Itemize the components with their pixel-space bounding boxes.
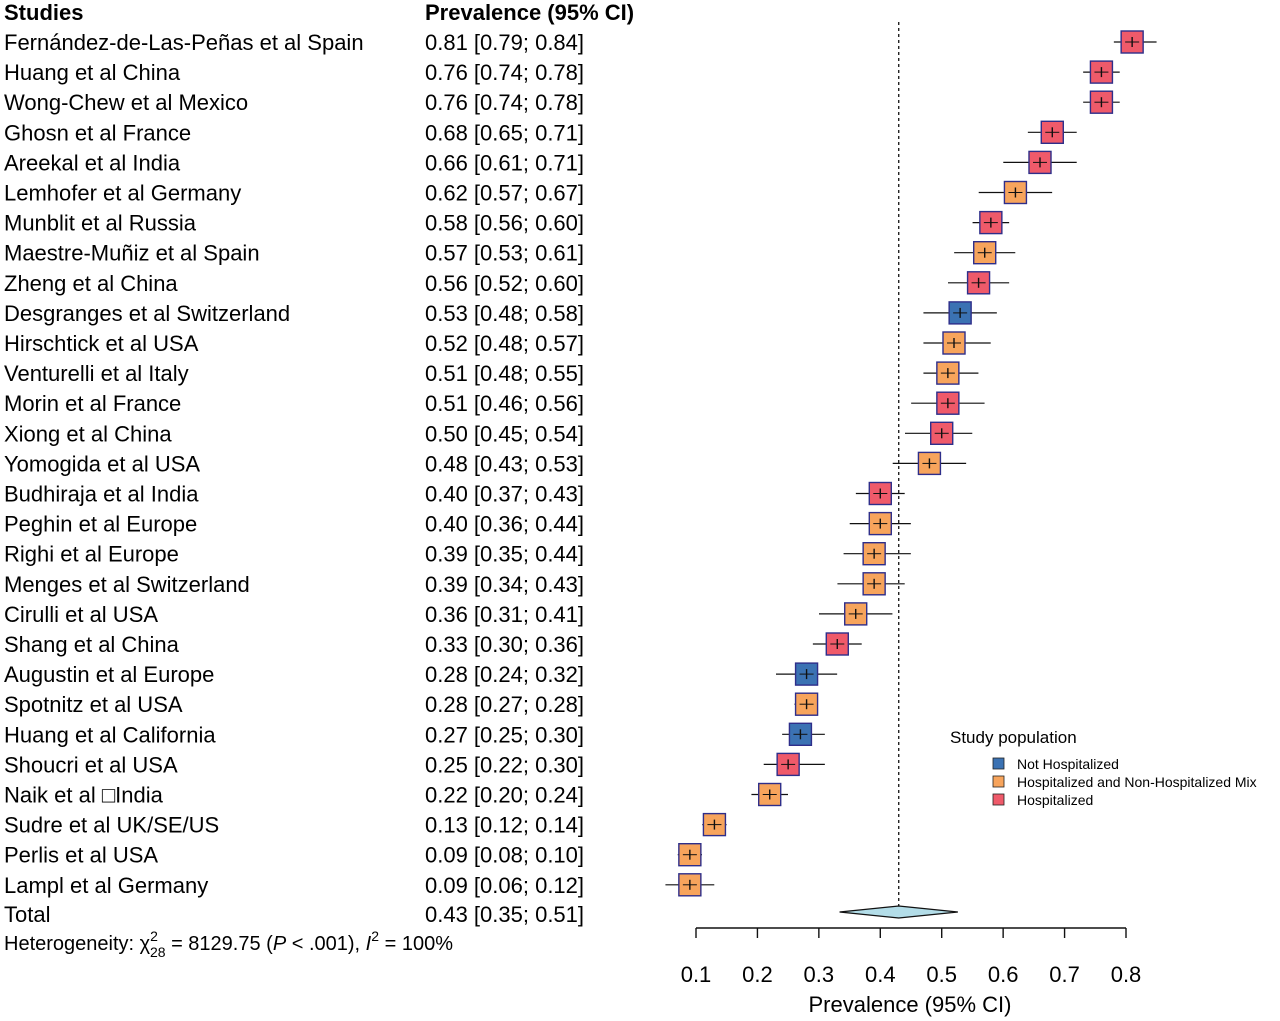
study-estimate-text: 0.81 [0.79; 0.84] xyxy=(425,30,584,55)
study-estimate-text: 0.52 [0.48; 0.57] xyxy=(425,331,584,356)
study-label: Fernández-de-Las-Peñas et al Spain xyxy=(4,30,364,55)
legend: Study population Not Hospitalized Hospita… xyxy=(950,728,1257,808)
study-estimate-text: 0.13 [0.12; 0.14] xyxy=(425,813,584,838)
study-label: Shoucri et al USA xyxy=(4,752,178,777)
x-tick-label: 0.6 xyxy=(988,962,1019,987)
x-tick-label: 0.3 xyxy=(804,962,835,987)
legend-items: Not Hospitalized Hospitalized and Non-Hos… xyxy=(992,756,1257,808)
study-estimate-text: 0.76 [0.74; 0.78] xyxy=(425,60,584,85)
study-estimate-text: 0.48 [0.43; 0.53] xyxy=(425,451,584,476)
study-estimate-text: 0.09 [0.08; 0.10] xyxy=(425,843,584,868)
x-axis: 0.1 0.2 0.3 0.4 0.5 0.6 0.7 0.8 xyxy=(681,927,1142,987)
study-label: Desgranges et al Switzerland xyxy=(4,301,290,326)
x-tick-label: 0.8 xyxy=(1111,962,1142,987)
study-label: Hirschtick et al USA xyxy=(4,331,199,356)
study-label: Maestre-Muñiz et al Spain xyxy=(4,241,260,266)
study-label: Peghin et al Europe xyxy=(4,512,197,537)
total-label: Total xyxy=(4,902,50,927)
x-tick-label: 0.4 xyxy=(865,962,896,987)
study-estimate-text: 0.22 [0.20; 0.24] xyxy=(425,783,584,808)
study-estimate-text: 0.39 [0.35; 0.44] xyxy=(425,542,584,567)
study-estimate-text: 0.51 [0.46; 0.56] xyxy=(425,391,584,416)
study-label: Huang et al China xyxy=(4,60,181,85)
x-tick-label: 0.7 xyxy=(1049,962,1080,987)
study-estimate-text: 0.51 [0.48; 0.55] xyxy=(425,361,584,386)
legend-title: Study population xyxy=(950,728,1077,747)
study-label: Huang et al California xyxy=(4,722,216,747)
study-label: Morin et al France xyxy=(4,391,181,416)
heterogeneity-text: Heterogeneity: χ2 28 = 8129.75 (P < .001)… xyxy=(4,928,453,960)
study-estimate-text: 0.28 [0.24; 0.32] xyxy=(425,662,584,687)
study-label: Perlis et al USA xyxy=(4,843,158,868)
study-label: Zheng et al China xyxy=(4,271,178,296)
study-label: Yomogida et al USA xyxy=(4,451,200,476)
study-estimate-text: 0.27 [0.25; 0.30] xyxy=(425,722,584,747)
study-estimate-text: 0.33 [0.30; 0.36] xyxy=(425,632,584,657)
estimate-column-header: Prevalence (95% CI) xyxy=(425,0,634,25)
study-label: Shang et al China xyxy=(4,632,180,657)
studies-column-header: Studies xyxy=(4,0,83,25)
study-label: Sudre et al UK/SE/US xyxy=(4,813,219,838)
study-label: Cirulli et al USA xyxy=(4,602,158,627)
study-label: Budhiraja et al India xyxy=(4,482,199,507)
plot-area xyxy=(665,22,1157,919)
study-label: Venturelli et al Italy xyxy=(4,361,189,386)
study-label: Menges et al Switzerland xyxy=(4,572,250,597)
study-estimate-text: 0.56 [0.52; 0.60] xyxy=(425,271,584,296)
study-label: Naik et al □India xyxy=(4,783,164,808)
study-label: Xiong et al China xyxy=(4,421,172,446)
study-label: Munblit et al Russia xyxy=(4,211,197,236)
total-diamond xyxy=(839,905,958,919)
study-estimate-text: 0.36 [0.31; 0.41] xyxy=(425,602,584,627)
study-estimate-text: 0.40 [0.36; 0.44] xyxy=(425,512,584,537)
study-estimate-text: 0.62 [0.57; 0.67] xyxy=(425,181,584,206)
study-estimate-text: 0.53 [0.48; 0.58] xyxy=(425,301,584,326)
study-estimate-text: 0.28 [0.27; 0.28] xyxy=(425,692,584,717)
study-estimate-text: 0.68 [0.65; 0.71] xyxy=(425,120,584,145)
study-estimate-text: 0.25 [0.22; 0.30] xyxy=(425,752,584,777)
total-estimate-text: 0.43 [0.35; 0.51] xyxy=(425,902,584,927)
x-tick-label: 0.1 xyxy=(681,962,712,987)
study-estimate-text: 0.58 [0.56; 0.60] xyxy=(425,211,584,236)
study-estimate-text: 0.50 [0.45; 0.54] xyxy=(425,421,584,446)
study-label: Ghosn et al France xyxy=(4,120,191,145)
legend-label: Not Hospitalized xyxy=(1017,756,1119,772)
study-estimate-text: 0.66 [0.61; 0.71] xyxy=(425,150,584,175)
study-estimate-text: 0.39 [0.34; 0.43] xyxy=(425,572,584,597)
study-label: Augustin et al Europe xyxy=(4,662,214,687)
study-estimate-text: 0.40 [0.37; 0.43] xyxy=(425,482,584,507)
legend-label: Hospitalized and Non-Hospitalized Mix xyxy=(1017,774,1257,790)
legend-swatch xyxy=(992,793,1005,806)
legend-swatch xyxy=(992,757,1005,770)
x-tick-label: 0.5 xyxy=(926,962,957,987)
study-label: Lemhofer et al Germany xyxy=(4,181,241,206)
study-label: Spotnitz et al USA xyxy=(4,692,183,717)
legend-swatch xyxy=(992,775,1005,788)
x-tick-label: 0.2 xyxy=(742,962,773,987)
study-estimate-text: 0.76 [0.74; 0.78] xyxy=(425,90,584,115)
study-label: Righi et al Europe xyxy=(4,542,179,567)
study-estimate-text: 0.09 [0.06; 0.12] xyxy=(425,873,584,898)
legend-label: Hospitalized xyxy=(1017,792,1093,808)
study-label: Areekal et al India xyxy=(4,150,181,175)
x-axis-label: Prevalence (95% CI) xyxy=(809,992,1012,1017)
study-estimate-text: 0.57 [0.53; 0.61] xyxy=(425,241,584,266)
study-label: Lampl et al Germany xyxy=(4,873,208,898)
study-rows: Fernández-de-Las-Peñas et al Spain 0.81 [… xyxy=(4,30,584,898)
study-label: Wong-Chew et al Mexico xyxy=(4,90,248,115)
